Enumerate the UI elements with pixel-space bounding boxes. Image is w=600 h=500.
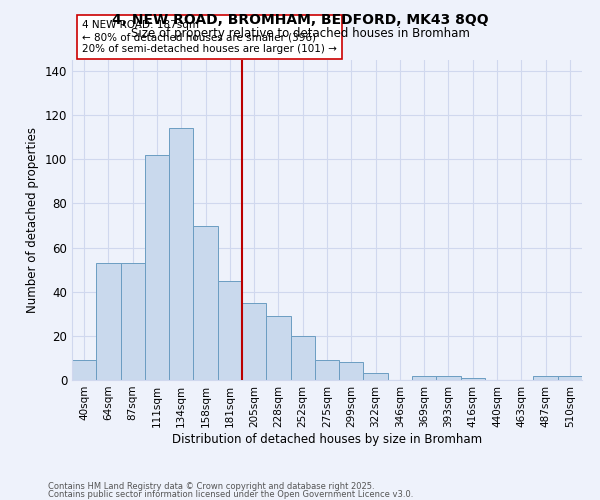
Bar xyxy=(72,360,96,380)
Text: Contains HM Land Registry data © Crown copyright and database right 2025.: Contains HM Land Registry data © Crown c… xyxy=(48,482,374,491)
Bar xyxy=(121,263,145,380)
Bar xyxy=(412,376,436,380)
Bar xyxy=(558,376,582,380)
Y-axis label: Number of detached properties: Number of detached properties xyxy=(26,127,39,313)
Text: Contains public sector information licensed under the Open Government Licence v3: Contains public sector information licen… xyxy=(48,490,413,499)
X-axis label: Distribution of detached houses by size in Bromham: Distribution of detached houses by size … xyxy=(172,432,482,446)
Text: Size of property relative to detached houses in Bromham: Size of property relative to detached ho… xyxy=(131,28,469,40)
Bar xyxy=(364,374,388,380)
Bar xyxy=(218,280,242,380)
Bar xyxy=(436,376,461,380)
Bar xyxy=(193,226,218,380)
Text: 4 NEW ROAD: 187sqm
← 80% of detached houses are smaller (396)
20% of semi-detach: 4 NEW ROAD: 187sqm ← 80% of detached hou… xyxy=(82,20,337,54)
Bar xyxy=(266,316,290,380)
Bar xyxy=(242,303,266,380)
Bar xyxy=(315,360,339,380)
Bar xyxy=(290,336,315,380)
Bar xyxy=(169,128,193,380)
Bar xyxy=(96,263,121,380)
Text: 4, NEW ROAD, BROMHAM, BEDFORD, MK43 8QQ: 4, NEW ROAD, BROMHAM, BEDFORD, MK43 8QQ xyxy=(112,12,488,26)
Bar xyxy=(461,378,485,380)
Bar xyxy=(339,362,364,380)
Bar xyxy=(533,376,558,380)
Bar xyxy=(145,155,169,380)
